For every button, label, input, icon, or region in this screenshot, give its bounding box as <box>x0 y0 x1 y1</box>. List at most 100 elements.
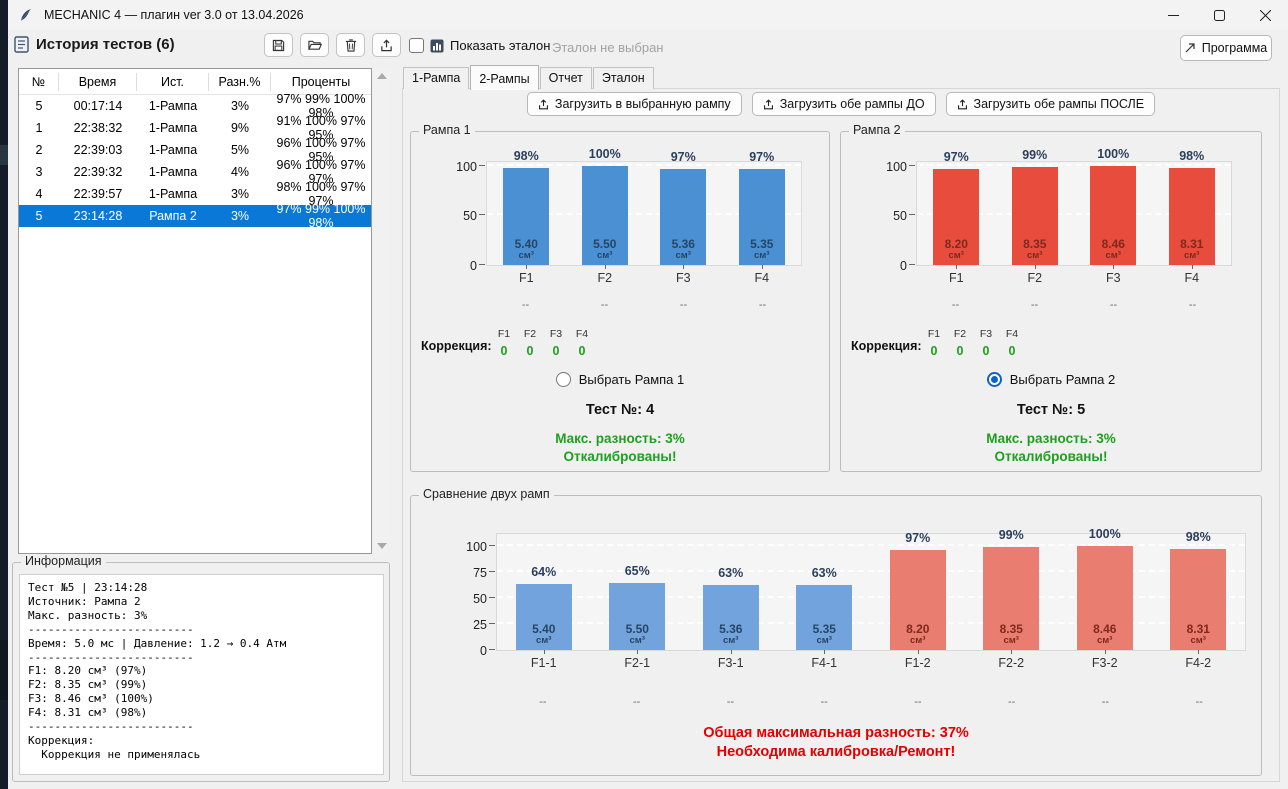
correction-channel-label: F2 <box>953 328 967 340</box>
y-axis-tick-mark <box>489 571 495 573</box>
bar-F4: 5.35 см³ <box>738 168 785 265</box>
program-button[interactable]: Программа <box>1180 35 1272 61</box>
comparison-panel-title: Сравнение двух рамп <box>419 487 554 501</box>
bar-volume-label: 8.31 см³ <box>1180 237 1204 262</box>
column-header[interactable]: Ист. <box>137 72 209 91</box>
table-cell: 1-Рампа <box>148 165 198 179</box>
y-axis-tick-label: 25 <box>473 618 487 633</box>
y-axis-tick-label: 100 <box>466 540 487 555</box>
upload-icon <box>763 98 773 109</box>
bar-percent-label: 99% <box>998 528 1024 543</box>
table-row[interactable]: 5 23:14:28 Рампа 2 3% 97% 99% 100% 98% <box>19 202 371 230</box>
tab-2-Рампы[interactable]: 2-Рампы <box>470 65 539 90</box>
load-both-ramps-before-label: Загрузить обе рампы ДО <box>779 97 925 111</box>
load-selected-ramp-button[interactable]: Загрузить в выбранную рампу <box>526 92 742 116</box>
x-axis-tick-mark <box>1113 265 1115 269</box>
correction-column: F2 0 <box>947 328 973 358</box>
show-etalon-checkbox[interactable] <box>409 38 424 53</box>
y-axis-tick-mark <box>909 264 915 265</box>
bar-percent-label: 100% <box>1088 527 1121 542</box>
ramp2-placeholders: -- -- -- -- <box>916 299 1232 311</box>
table-row[interactable]: 4 22:39:57 1-Рампа 3% 98% 100% 97% 97% <box>19 180 371 208</box>
tab-bar: 1-Рампа 2-Рампы Отчет Эталон <box>403 63 655 90</box>
y-axis-tick-label: 50 <box>473 592 487 607</box>
column-header[interactable]: Время <box>59 72 137 91</box>
bar-slot-F1: 5.40 см³ 98% F1 <box>487 149 566 285</box>
load-both-ramps-after-label: Загрузить обе рампы ПОСЛЕ <box>973 97 1145 111</box>
x-axis-tick-label: F1 <box>948 271 964 285</box>
y-axis-tick-label: 75 <box>473 566 487 581</box>
table-row[interactable]: 5 00:17:14 1-Рампа 3% 97% 99% 100% 98% <box>19 92 371 120</box>
tab-1-Рампа[interactable]: 1-Рампа <box>403 67 470 89</box>
bar-volume-label: 8.46 см³ <box>1101 237 1125 262</box>
load-both-ramps-after-button[interactable]: Загрузить обе рампы ПОСЛЕ <box>945 92 1156 116</box>
etalon-chart-icon <box>430 39 444 52</box>
column-header[interactable]: Разн.% <box>209 72 271 91</box>
title-bar: MECHANIC 4 — плагин ver 3.0 от 13.04.202… <box>8 0 1288 30</box>
tab-Отчет[interactable]: Отчет <box>539 67 592 89</box>
bar-percent-label: 63% <box>811 565 837 580</box>
select-ramp2-radio[interactable] <box>986 372 1002 387</box>
info-textbox[interactable]: Тест №5 | 23:14:28 Источник: Рампа 2 Мак… <box>19 574 384 775</box>
table-cell: 3 <box>35 165 43 179</box>
minimize-button[interactable] <box>1150 0 1196 30</box>
close-button[interactable] <box>1242 0 1288 30</box>
save-button[interactable] <box>264 33 293 57</box>
bar-slot-F1-2: 8.20 см³ 97% F1-2 <box>871 531 965 670</box>
bar-percent-label: 98% <box>1185 529 1211 544</box>
comparison-chart: 0 25 50 75 100 5.40 см³ 64% F1-1 5.50 см³ 65% F2-1 5.… <box>466 527 1246 670</box>
bar-slot-F3: 8.46 см³ 100% F3 <box>1074 147 1153 285</box>
bar-volume-label: 5.50 см³ <box>593 237 617 262</box>
table-row[interactable]: 2 22:39:03 1-Рампа 5% 96% 100% 97% 95% <box>19 136 371 164</box>
bar-volume-label: 5.40 см³ <box>532 622 556 647</box>
table-cell: 98% 100% 97% 97% <box>276 180 366 208</box>
open-folder-button[interactable] <box>300 33 329 57</box>
bar-volume-label: 8.35 см³ <box>999 622 1023 647</box>
column-header[interactable]: Проценты <box>291 74 351 89</box>
bar-slot-F2-1: 5.50 см³ 65% F2-1 <box>591 534 685 670</box>
delete-button[interactable] <box>336 33 365 57</box>
placeholder-dash: -- <box>1109 299 1118 311</box>
show-etalon-label: Показать эталон <box>450 38 551 53</box>
x-axis-tick-label: F3 <box>1105 271 1121 285</box>
column-header[interactable]: № <box>19 72 59 91</box>
close-icon <box>1259 9 1271 21</box>
x-axis-tick-label: F2 <box>1027 271 1043 285</box>
y-axis-tick-label: 100 <box>886 159 907 174</box>
table-cell: 1-Рампа <box>148 99 198 113</box>
table-cell: 9% <box>230 121 250 135</box>
bar-slot-F3: 5.36 см³ 97% F3 <box>644 150 723 285</box>
tab-Эталон[interactable]: Эталон <box>592 67 654 89</box>
history-table-header: № Время Ист. Разн.% Проценты <box>19 69 371 95</box>
load-both-ramps-before-button[interactable]: Загрузить обе рампы ДО <box>751 92 936 116</box>
correction-channel-label: F2 <box>523 328 537 340</box>
save-icon <box>272 39 285 51</box>
gridline <box>917 163 1231 166</box>
correction-column: F1 0 <box>491 328 517 358</box>
table-row[interactable]: 3 22:39:32 1-Рампа 4% 96% 100% 97% 97% <box>19 158 371 186</box>
export-button[interactable] <box>372 33 401 57</box>
correction-column: F3 0 <box>973 328 999 358</box>
x-axis-tick-label: F4 <box>1184 271 1200 285</box>
x-axis-tick-mark <box>683 265 685 269</box>
bar-percent-label: 97% <box>670 149 696 164</box>
history-table[interactable]: № Время Ист. Разн.% Проценты 5 00:17:14 1-Рамп… <box>18 68 372 554</box>
info-text: Тест №5 | 23:14:28 Источник: Рампа 2 Мак… <box>28 581 287 761</box>
scroll-up-arrow-icon[interactable] <box>374 68 390 84</box>
table-cell: 22:39:32 <box>73 165 123 179</box>
table-row[interactable]: 1 22:38:32 1-Рампа 9% 91% 100% 97% 95% <box>19 114 371 142</box>
select-ramp1-radio[interactable] <box>555 372 571 387</box>
bar-volume-label: 5.36 см³ <box>671 237 695 262</box>
placeholder-dash: -- <box>632 696 641 708</box>
correction-column: F4 0 <box>999 328 1025 358</box>
x-axis-tick-mark <box>604 265 606 269</box>
placeholder-dash: -- <box>726 696 735 708</box>
scroll-down-arrow-icon[interactable] <box>374 538 390 554</box>
table-cell: 97% 99% 100% 98% <box>276 92 366 120</box>
table-cell: 4 <box>35 187 43 201</box>
table-cell: 00:17:14 <box>73 99 123 113</box>
history-scrollbar[interactable] <box>374 68 390 554</box>
table-cell: 3% <box>230 187 250 201</box>
delete-icon <box>345 38 356 52</box>
maximize-button[interactable] <box>1196 0 1242 30</box>
